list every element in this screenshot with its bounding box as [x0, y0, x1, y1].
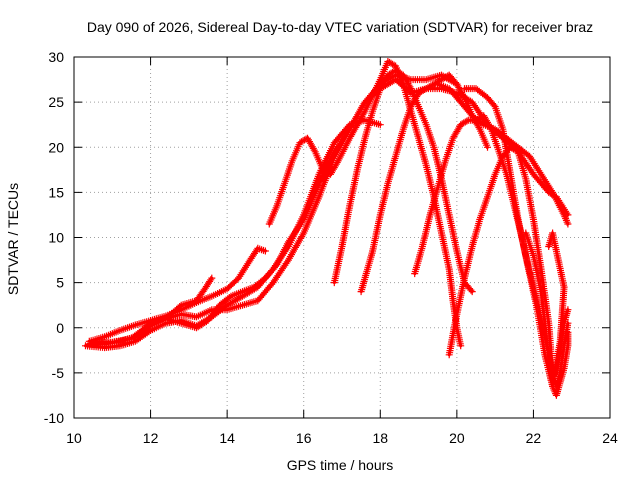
x-tick-label: 18: [372, 430, 388, 446]
axis-ticks: [73, 56, 611, 419]
series-markers: [330, 67, 476, 296]
series-track-13: [522, 229, 568, 390]
chart-title: Day 090 of 2026, Sidereal Day-to-day VTE…: [87, 19, 593, 35]
x-tick-label: 10: [66, 430, 82, 446]
y-tick-label: 5: [56, 275, 64, 291]
series-markers: [265, 58, 465, 350]
y-tick-label: -5: [52, 365, 65, 381]
x-tick-label: 22: [526, 430, 542, 446]
y-tick-label: 15: [48, 184, 64, 200]
x-tick-labels: 10 12 14 16 18 20 22 24: [66, 430, 618, 446]
y-tick-label: 10: [48, 230, 64, 246]
plus-markers: [265, 58, 465, 350]
series-markers: [522, 229, 568, 390]
plus-markers: [522, 229, 568, 390]
plus-markers: [434, 80, 572, 228]
series-markers: [434, 80, 572, 228]
y-tick-label: 20: [48, 139, 64, 155]
x-axis-title: GPS time / hours: [287, 457, 394, 473]
y-tick-label: 25: [48, 94, 64, 110]
x-tick-label: 20: [449, 430, 465, 446]
x-tick-label: 14: [219, 430, 235, 446]
y-tick-label: -10: [44, 410, 64, 426]
y-axis-title: SDTVAR / TECUs: [5, 183, 21, 295]
y-tick-label: 0: [56, 320, 64, 336]
x-tick-label: 12: [143, 430, 159, 446]
data-series-layer: [82, 58, 572, 399]
plus-markers: [330, 67, 476, 296]
y-tick-labels: -10 -5 0 5 10 15 20 25 30: [44, 49, 64, 426]
series-track-07: [330, 67, 476, 296]
x-tick-label: 24: [602, 430, 618, 446]
x-tick-label: 16: [296, 430, 312, 446]
y-tick-label: 30: [48, 49, 64, 65]
series-track-12: [434, 80, 572, 228]
